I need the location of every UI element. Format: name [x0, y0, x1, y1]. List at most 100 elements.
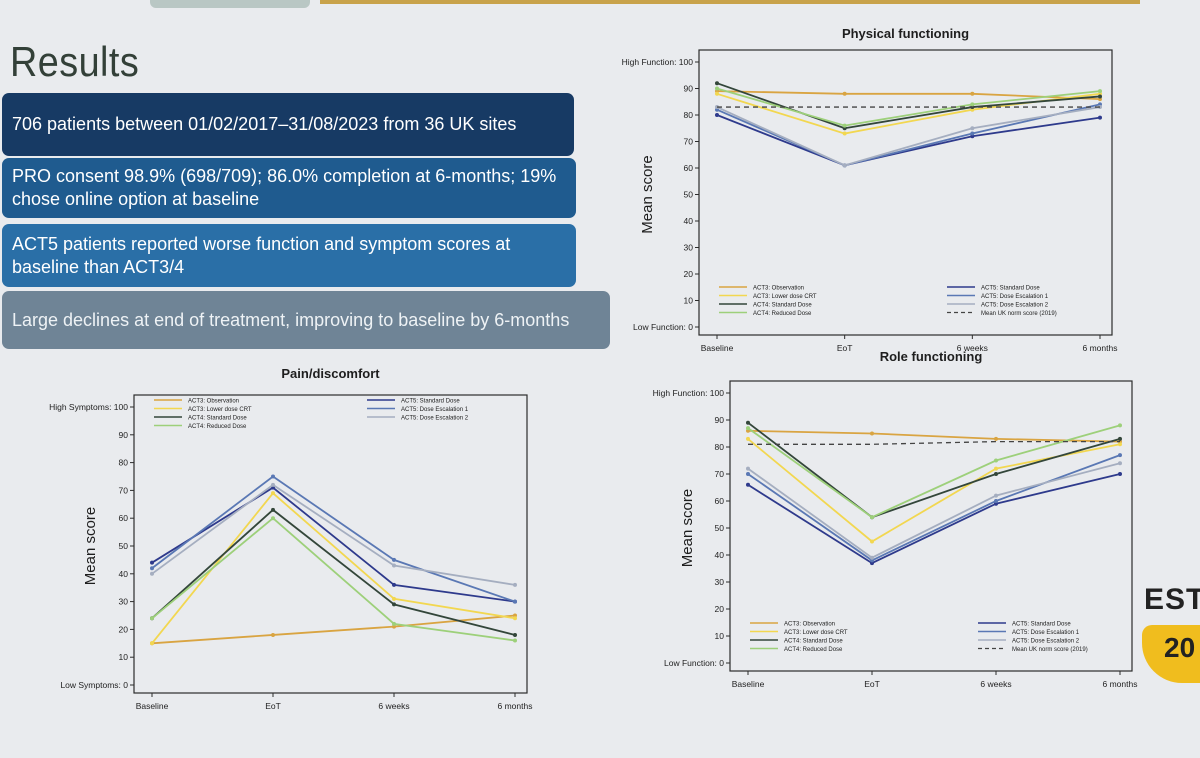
pain-y-tick-label-8: 80: [119, 458, 129, 468]
pain-point-act5-dose-escalation-1-2: [392, 557, 396, 562]
physical-point-act4-standard-dose-0: [715, 81, 719, 86]
physical-point-act3-lower-dose-crt-1: [842, 131, 847, 136]
physical-point-act4-reduced-dose-3: [1098, 89, 1102, 94]
role-series-line-act3-observation: [747, 429, 1121, 443]
role-point-act4-standard-dose-2: [994, 472, 998, 476]
role-series-line-act4-reduced-dose: [747, 424, 1121, 519]
pain-point-act5-dose-escalation-1-0: [150, 566, 154, 571]
role-point-act3-lower-dose-crt-2: [994, 466, 998, 471]
physical-y-tick-label-8: 80: [684, 110, 694, 120]
physical-legend-label-act3-lower-dose-crt: ACT3: Lower dose CRT: [753, 294, 817, 300]
result-box-2: PRO consent 98.9% (698/709); 86.0% compl…: [2, 158, 576, 218]
pain-point-act5-dose-escalation-2-0: [150, 571, 154, 576]
pain-point-act5-dose-escalation-1-1: [271, 474, 275, 479]
pain-y-tick-label-6: 60: [119, 513, 129, 523]
role-functioning-chart: Role functioning Mean score Low Function: …: [630, 345, 1150, 689]
role-y-tick-label-3: 30: [715, 577, 725, 587]
pain-series-line-act5-dose-escalation-1: [151, 475, 516, 603]
physical-legend-label-act5-dose-escalation-1: ACT5: Dose Escalation 1: [981, 294, 1049, 300]
role-series-line-act5-dose-escalation-1: [747, 454, 1121, 562]
physical-series-line-act5-dose-escalation-2: [716, 106, 1101, 167]
physical-x-tick-label-6-weeks: 6 weeks: [957, 343, 988, 353]
physical-y-tick-label-1: 10: [684, 296, 694, 306]
pain-legend-label-act3-lower-dose-crt: ACT3: Lower dose CRT: [188, 407, 252, 413]
role-y-tick-label-1: 10: [715, 631, 725, 641]
role-x-tick-label-6-weeks: 6 weeks: [980, 679, 1011, 689]
pain-x-tick-label-6-weeks: 6 weeks: [378, 701, 409, 711]
role-y-tick-label-0: Low Function: 0: [664, 658, 724, 668]
role-plot-frame: [729, 380, 1133, 672]
pain-point-act3-observation-2: [392, 624, 396, 629]
pain-point-act4-reduced-dose-1: [271, 516, 275, 521]
pain-legend-label-act5-standard-dose: ACT5: Standard Dose: [401, 399, 460, 405]
logo-text: ESTR: [1144, 583, 1200, 616]
role-y-tick-label-8: 80: [715, 442, 725, 452]
role-legend-label-act5-dose-escalation-2: ACT5: Dose Escalation 2: [1012, 639, 1080, 645]
pain-series-line-act5-dose-escalation-2: [151, 483, 516, 586]
physical-x-tick-label-eot: EoT: [837, 343, 853, 353]
pain-svg: Pain/discomfort Mean score Low Symptoms: 0…: [49, 366, 532, 711]
pain-plot-frame: [133, 394, 528, 694]
physical-x-tick-label-6-months: 6 months: [1083, 343, 1118, 353]
pain-y-tick-label-4: 40: [119, 569, 129, 579]
role-x-tick-label-6-months: 6 months: [1103, 679, 1138, 689]
pain-point-act3-observation-1: [271, 632, 275, 637]
role-y-tick-label-4: 40: [715, 550, 725, 560]
role-legend-label-act4-standard-dose: ACT4: Standard Dose: [784, 639, 843, 645]
pain-point-act3-lower-dose-crt-3: [513, 616, 517, 621]
role-x-tick-label-baseline: Baseline: [732, 679, 765, 689]
physical-point-act4-reduced-dose-2: [970, 102, 975, 107]
slide-title: Results: [10, 38, 140, 85]
role-point-act5-dose-escalation-2-2: [994, 493, 998, 498]
role-legend-label-act4-reduced-dose: ACT4: Reduced Dose: [784, 647, 843, 653]
physical-point-act5-dose-escalation-2-1: [842, 163, 847, 168]
physical-y-tick-label-10: High Function: 100: [622, 57, 694, 67]
pain-point-act3-observation-3: [513, 613, 517, 618]
physical-point-act5-standard-dose-3: [1098, 115, 1102, 120]
physical-y-axis-label: Mean score: [639, 155, 656, 233]
pain-y-tick-label-9: 90: [119, 430, 129, 440]
pain-x-tick-label-baseline: Baseline: [136, 701, 169, 711]
pain-y-tick-label-3: 30: [119, 597, 129, 607]
role-x-tick-label-eot: EoT: [864, 679, 880, 689]
pain-legend-label-act4-standard-dose: ACT4: Standard Dose: [188, 416, 247, 422]
physical-series-line-act3-observation: [716, 90, 1101, 100]
role-legend-label-act3-lower-dose-crt: ACT3: Lower dose CRT: [784, 630, 848, 636]
pain-legend-label-act5-dose-escalation-2: ACT5: Dose Escalation 2: [401, 416, 469, 422]
pain-y-tick-label-0: Low Symptoms: 0: [60, 680, 128, 690]
role-point-act5-standard-dose-0: [746, 482, 750, 487]
pain-point-act3-lower-dose-crt-0: [150, 641, 154, 646]
pain-series-line-act4-reduced-dose: [151, 517, 516, 642]
pain-x-tick-label-6-months: 6 months: [498, 701, 533, 711]
role-point-act5-dose-escalation-2-3: [1118, 461, 1122, 466]
result-box-4: Large declines at end of treatment, impr…: [2, 291, 610, 349]
top-decoration: [0, 0, 1200, 10]
role-point-act4-reduced-dose-0: [746, 426, 750, 431]
result-text-4: Large declines at end of treatment, impr…: [12, 309, 570, 330]
physical-y-tick-label-3: 30: [684, 243, 694, 253]
pain-point-act3-lower-dose-crt-1: [271, 491, 275, 496]
pain-series-line-act4-standard-dose: [151, 508, 516, 636]
physical-point-act4-reduced-dose-1: [842, 123, 847, 128]
role-point-act3-lower-dose-crt-3: [1118, 442, 1122, 447]
pain-x-tick-label-eot: EoT: [265, 701, 281, 711]
physical-y-tick-label-9: 90: [684, 84, 694, 94]
result-text-2: PRO consent 98.9% (698/709); 86.0% compl…: [12, 166, 557, 209]
physical-y-tick-label-2: 20: [684, 269, 694, 279]
pain-point-act4-reduced-dose-0: [150, 616, 154, 621]
result-box-1: 706 patients between 01/02/2017–31/08/20…: [2, 93, 574, 156]
role-series-line-act5-dose-escalation-2: [747, 462, 1121, 559]
physical-legend-label-act4-standard-dose: ACT4: Standard Dose: [753, 303, 812, 309]
role-point-act3-lower-dose-crt-0: [746, 436, 750, 441]
pain-point-act5-dose-escalation-2-3: [513, 582, 517, 587]
pain-y-tick-label-5: 50: [119, 541, 129, 551]
role-series-line-act4-standard-dose: [747, 421, 1121, 519]
role-point-act5-dose-escalation-2-1: [870, 555, 874, 560]
top-decoration-tab: [150, 0, 310, 8]
physical-point-act3-lower-dose-crt-0: [715, 91, 719, 96]
role-point-act3-observation-2: [994, 436, 998, 441]
role-point-act4-reduced-dose-3: [1118, 423, 1122, 428]
pain-legend-label-act4-reduced-dose: ACT4: Reduced Dose: [188, 424, 247, 430]
role-point-act3-observation-1: [870, 431, 874, 436]
physical-legend-label-act4-reduced-dose: ACT4: Reduced Dose: [753, 311, 812, 317]
